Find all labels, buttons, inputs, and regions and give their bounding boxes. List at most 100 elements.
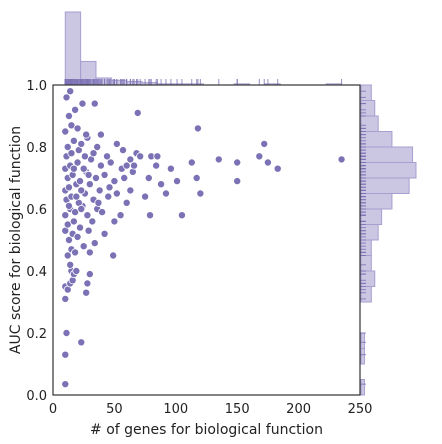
scatter-point [64,183,73,192]
scatter-point [109,251,118,260]
scatter-point [80,152,89,161]
scatter-point [88,217,97,226]
x-histogram-bar [64,11,82,86]
scatter-point [110,177,119,186]
scatter-point [94,198,103,207]
y-histogram-bar [360,115,379,132]
scatter-point [96,161,105,170]
scatter-point [79,242,88,251]
scatter-point [76,223,85,232]
y-tick-label: 0.6 [26,203,47,218]
scatter-point [83,211,92,220]
x-rug-ticks [64,79,343,85]
scatter-point [64,235,73,244]
y-rug-ticks [360,90,366,385]
scatter-point [126,186,135,195]
scatter-point [146,211,155,220]
scatter-point [96,130,105,139]
scatter-point [112,139,121,148]
y-histogram-bar [360,255,372,272]
scatter-point [85,270,94,279]
y-histogram-bar [360,177,410,194]
x-tick-label: 250 [348,402,373,417]
scatter-point [79,164,88,173]
scatter-point [71,208,80,217]
scatter-point [90,239,99,248]
scatter-point [66,87,75,96]
scatter-point [104,192,113,201]
y-histogram-bar [360,379,365,396]
scatter-point [69,217,78,226]
scatter-point [95,186,104,195]
y-tick-label: 0.2 [26,327,47,342]
scatter-point [233,177,242,186]
y-histogram-bar [360,162,417,179]
scatter-point [260,139,269,148]
scatter-point [105,183,114,192]
scatter-point [61,350,70,359]
scatter-point [126,155,135,164]
scatter-point [82,130,91,139]
x-tick-label: 0 [49,402,57,417]
scatter-point [77,186,86,195]
scatter-point [173,177,182,186]
scatter-point [64,201,73,210]
x-tick-label: 100 [163,402,188,417]
scatter-point [90,99,99,108]
scatter-point [193,124,202,133]
scatter-point [177,211,186,220]
scatter-point [118,146,127,155]
y-histogram-bar [360,332,365,349]
scatter-point [161,189,170,198]
scatter-point [77,139,86,148]
scatter-point [78,99,87,108]
scatter-point [61,380,70,389]
scatter-point [98,208,107,217]
scatter-point [106,158,115,167]
scatter-point [85,248,94,257]
scatter-point [144,173,153,182]
scatter-point [122,161,131,170]
y-marginal-histogram [360,84,417,396]
y-histogram-bar [360,131,393,148]
scatter-point [103,152,112,161]
scatter-point [196,189,205,198]
scatter-point [69,164,78,173]
scatter-point [157,180,166,189]
scatter-point [263,158,272,167]
scatter-point [120,173,129,182]
scatter-point [73,124,82,133]
scatter-point [63,142,72,151]
scatter-point [255,152,264,161]
y-histogram-bar [360,348,365,365]
scatter-point [61,211,70,220]
y-tick-label: 0.0 [26,389,47,404]
scatter-point [72,266,81,275]
scatter-point [337,155,346,164]
scatter-point [166,164,175,173]
scatter-point [61,294,70,303]
scatter-point [69,136,78,145]
scatter-point [64,112,73,121]
y-histogram-bar [360,193,393,210]
scatter-point [116,211,125,220]
scatter-point [273,164,282,173]
scatter-point [82,288,91,297]
scatter-point [100,229,109,238]
scatter-point [89,149,98,158]
scatter-point [214,155,223,164]
scatter-point [84,226,93,235]
scatter-point [73,232,82,241]
y-histogram-bar [360,224,379,241]
scatter-point [83,279,92,288]
y-tick-label: 0.8 [26,141,47,156]
scatter-point [61,127,70,136]
scatter-point [77,338,86,347]
scatter-point [136,152,145,161]
y-axis-ticks: 0.0 0.2 0.4 0.6 0.8 1.0 [26,79,47,404]
y-histogram-bar [360,100,376,117]
scatter-point [152,161,161,170]
scatter-point [62,93,71,102]
scatter-point [71,248,80,257]
